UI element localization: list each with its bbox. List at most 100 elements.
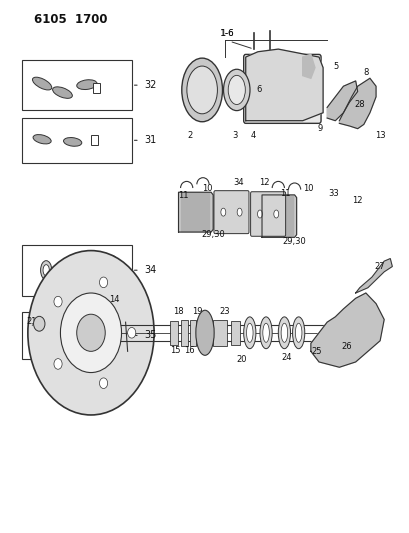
Ellipse shape — [223, 69, 249, 111]
Polygon shape — [263, 196, 292, 236]
Text: 28: 28 — [353, 100, 364, 109]
Text: 18: 18 — [173, 307, 183, 316]
Circle shape — [127, 327, 135, 338]
Text: 20: 20 — [236, 355, 246, 364]
Text: 14: 14 — [109, 295, 119, 304]
Ellipse shape — [32, 77, 52, 90]
Text: 1-6: 1-6 — [220, 29, 234, 38]
Bar — [231, 321, 239, 345]
Text: 32: 32 — [144, 80, 156, 90]
Bar — [213, 319, 227, 346]
Ellipse shape — [80, 321, 106, 350]
Text: 4: 4 — [250, 131, 255, 140]
Text: 21: 21 — [27, 317, 37, 326]
Circle shape — [54, 296, 62, 307]
Ellipse shape — [281, 323, 287, 342]
Bar — [180, 320, 187, 345]
Circle shape — [99, 378, 108, 389]
Text: 6105  1700: 6105 1700 — [34, 13, 107, 27]
Polygon shape — [355, 259, 391, 293]
Circle shape — [76, 314, 105, 351]
Text: 6: 6 — [256, 85, 261, 94]
FancyBboxPatch shape — [250, 192, 285, 236]
Polygon shape — [326, 81, 357, 120]
Polygon shape — [339, 78, 375, 128]
Text: 24: 24 — [281, 353, 291, 362]
Bar — [22, 245, 131, 296]
Text: 2: 2 — [187, 131, 192, 140]
Bar — [91, 135, 98, 144]
Bar — [93, 83, 100, 93]
Text: 10: 10 — [303, 183, 313, 192]
Text: 27: 27 — [374, 262, 384, 271]
Text: 11: 11 — [280, 189, 290, 198]
Text: 13: 13 — [374, 131, 384, 140]
Text: 34: 34 — [144, 265, 156, 275]
Circle shape — [60, 293, 121, 373]
Ellipse shape — [76, 80, 97, 90]
Text: 10: 10 — [201, 183, 212, 192]
Ellipse shape — [40, 261, 52, 280]
Polygon shape — [178, 192, 213, 232]
Text: 12: 12 — [352, 196, 362, 205]
Text: 16: 16 — [184, 346, 194, 355]
Ellipse shape — [246, 323, 252, 342]
FancyBboxPatch shape — [243, 54, 320, 123]
Text: 25: 25 — [311, 347, 321, 356]
Text: 8: 8 — [362, 68, 368, 77]
Ellipse shape — [187, 66, 217, 114]
Ellipse shape — [220, 208, 225, 216]
Ellipse shape — [33, 135, 51, 144]
Text: 15: 15 — [170, 346, 180, 355]
Text: 5: 5 — [333, 62, 338, 70]
Bar — [22, 60, 131, 110]
Text: 31: 31 — [144, 135, 156, 146]
Ellipse shape — [292, 317, 304, 349]
Ellipse shape — [73, 261, 84, 280]
Polygon shape — [261, 195, 296, 237]
Text: 26: 26 — [341, 342, 351, 351]
Ellipse shape — [104, 256, 119, 285]
Bar — [189, 319, 195, 346]
Text: 34: 34 — [232, 178, 243, 187]
Ellipse shape — [181, 58, 222, 122]
Text: 29,30: 29,30 — [282, 237, 306, 246]
Ellipse shape — [278, 317, 290, 349]
Ellipse shape — [236, 208, 241, 216]
Text: 7: 7 — [236, 85, 242, 94]
Ellipse shape — [228, 75, 245, 104]
Bar — [22, 312, 131, 359]
Text: 23: 23 — [219, 307, 229, 316]
Text: 12: 12 — [258, 178, 269, 187]
Ellipse shape — [45, 321, 72, 350]
Ellipse shape — [196, 310, 213, 356]
Ellipse shape — [262, 323, 269, 342]
Text: 17: 17 — [200, 346, 211, 355]
Circle shape — [99, 277, 108, 288]
Text: 29,30: 29,30 — [201, 230, 225, 239]
Ellipse shape — [51, 327, 66, 344]
Circle shape — [28, 251, 154, 415]
Text: 11: 11 — [178, 191, 188, 200]
Text: 33: 33 — [327, 189, 338, 198]
Bar — [22, 118, 131, 163]
Ellipse shape — [52, 87, 72, 98]
Ellipse shape — [108, 261, 116, 279]
Bar — [170, 321, 177, 345]
Polygon shape — [302, 54, 314, 78]
Text: 1-6: 1-6 — [220, 29, 234, 38]
Ellipse shape — [273, 210, 278, 218]
Polygon shape — [310, 293, 383, 367]
Ellipse shape — [294, 323, 301, 342]
Text: 9: 9 — [317, 124, 321, 133]
Ellipse shape — [85, 327, 101, 344]
Text: 3: 3 — [232, 131, 237, 140]
Ellipse shape — [259, 317, 272, 349]
Polygon shape — [180, 193, 209, 231]
Ellipse shape — [75, 265, 82, 276]
Ellipse shape — [243, 317, 255, 349]
Text: 19: 19 — [191, 307, 202, 316]
Ellipse shape — [257, 210, 262, 218]
Circle shape — [34, 317, 45, 331]
Bar — [198, 318, 209, 348]
